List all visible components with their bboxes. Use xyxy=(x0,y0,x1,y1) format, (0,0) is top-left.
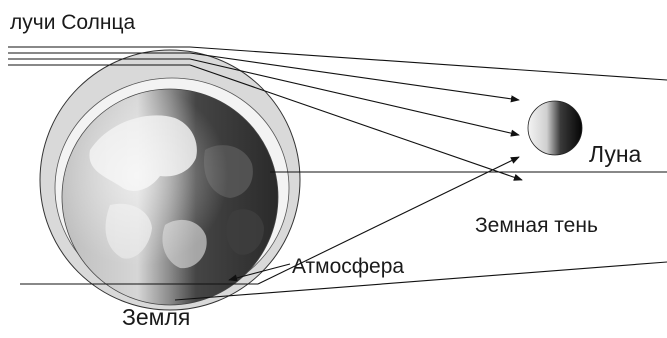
atmosphere-label: Атмосфера xyxy=(292,255,405,278)
refracted-rays xyxy=(189,46,667,181)
moon-label: Луна xyxy=(589,141,642,167)
atmosphere-pointer xyxy=(228,263,291,282)
earth-label: Земля xyxy=(122,304,191,330)
earth-continents xyxy=(62,89,278,305)
moon xyxy=(527,100,583,156)
earth-globe xyxy=(61,88,279,306)
sun-rays xyxy=(8,46,190,66)
shadow-boundaries xyxy=(20,156,667,301)
sun-rays-label: лучи Солнца xyxy=(10,11,136,34)
earth-shadow-label: Земная тень xyxy=(475,214,598,237)
